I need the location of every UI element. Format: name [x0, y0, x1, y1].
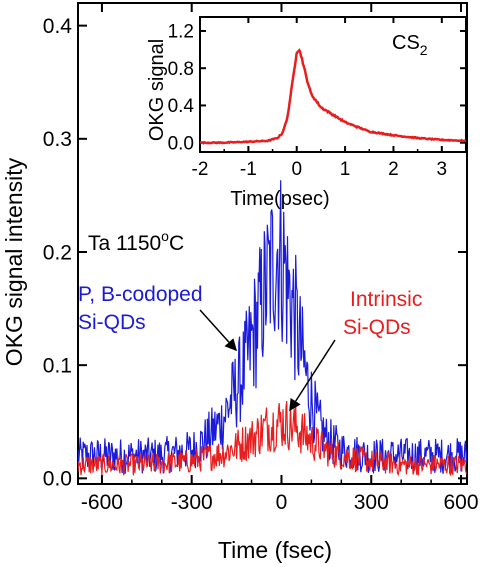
y-tick-label: 0.1: [43, 355, 72, 378]
y-tick-label: 1.2: [168, 22, 194, 43]
series-line-1: [78, 401, 467, 477]
main-x-ticks: -600 -300 0 300 600: [81, 3, 479, 514]
x-tick-label: -1: [240, 159, 257, 180]
annotation-ta-tail: C: [169, 232, 184, 255]
x-tick-label: 600: [443, 491, 478, 514]
x-tick-label: 0: [291, 159, 302, 180]
main-x-axis-title: Time (fsec): [218, 537, 332, 563]
y-tick-label: 0.4: [43, 15, 73, 38]
x-tick-label: -300: [171, 491, 213, 514]
y-tick-label: 0.0: [43, 468, 72, 491]
inset-legend-cs2-sub: 2: [420, 42, 428, 58]
y-tick-label: 0.4: [168, 96, 195, 117]
annotation-ta-text: Ta 1150: [88, 232, 161, 255]
x-tick-label: 2: [388, 159, 399, 180]
annotation-intrinsic-line1: Intrinsic: [350, 288, 422, 311]
inset-x-axis-title: Time(psec): [230, 188, 329, 210]
x-tick-label: -2: [192, 159, 209, 180]
x-tick-label: -600: [81, 491, 123, 514]
arrow-intrinsic: [289, 339, 336, 412]
y-tick-label: 0.8: [168, 59, 194, 80]
annotation-codoped-line2: Si-QDs: [78, 311, 146, 334]
y-tick-label: 0.3: [43, 128, 72, 151]
x-tick-label: 0: [276, 491, 288, 514]
x-tick-label: 3: [437, 159, 448, 180]
inset-plot-frame: [199, 16, 467, 153]
inset-legend-cs2: CS2: [392, 32, 428, 58]
inset-y-axis-title: OKG signal: [146, 39, 168, 141]
annotation-ta-sup: o: [161, 228, 169, 244]
main-series-group: [78, 180, 467, 477]
series-line-0: [200, 48, 466, 145]
main-plot-frame: [77, 2, 468, 485]
series-line-0: [78, 180, 467, 475]
inset-legend-cs2-name: CS: [392, 32, 420, 54]
annotation-ta-temperature: Ta 1150oC: [88, 228, 184, 255]
arrow-codoped: [199, 309, 238, 352]
inset-series-group: [200, 48, 466, 145]
y-tick-label: 0.0: [168, 133, 194, 154]
annotation-codoped-line1: P, B-codoped: [78, 283, 203, 306]
y-tick-label: 0.2: [43, 241, 72, 264]
x-tick-label: 1: [340, 159, 351, 180]
x-tick-label: 300: [354, 491, 389, 514]
inset-x-ticks: -2 -1 0 1 2 3: [192, 17, 467, 180]
inset-y-ticks: 0.0 0.4 0.8 1.2: [168, 22, 466, 154]
annotation-intrinsic-line2: Si-QDs: [343, 316, 411, 339]
main-y-axis-title: OKG signal intensity: [1, 157, 27, 366]
